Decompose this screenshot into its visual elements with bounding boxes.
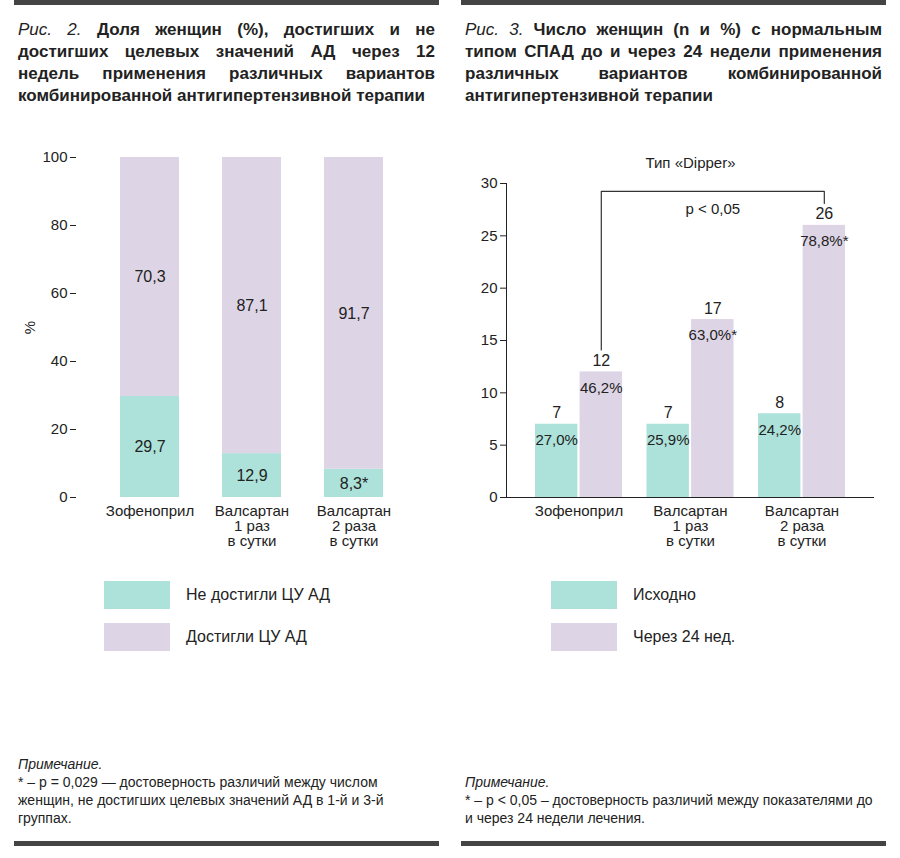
svg-text:27,0%: 27,0% bbox=[535, 431, 578, 448]
svg-text:78,8%*: 78,8%* bbox=[800, 232, 849, 249]
html-text:Число женщин (n и %) с нормаль: Число женщин (n и %) с нормальным типом … bbox=[465, 20, 882, 105]
svg-text:63,0%*: 63,0%* bbox=[689, 326, 738, 343]
svg-text:20: 20 bbox=[51, 420, 68, 437]
svg-text:30: 30 bbox=[481, 174, 498, 191]
svg-text:15: 15 bbox=[481, 331, 498, 348]
svg-text:Валсартан2 разав сутки: Валсартан2 разав сутки bbox=[317, 502, 391, 549]
svg-text:12: 12 bbox=[592, 352, 610, 369]
html-text:Примечание.: Примечание. bbox=[465, 774, 550, 790]
svg-text:91,7: 91,7 bbox=[338, 305, 369, 322]
html-text:* – p < 0,05 – достоверность р: * – p < 0,05 – достоверность различий ме… bbox=[465, 792, 873, 826]
html-text:Рис. 2.: Рис. 2. bbox=[18, 20, 82, 39]
svg-text:29,7: 29,7 bbox=[134, 438, 165, 455]
html-text:Доля женщин (%), достигших и н: Доля женщин (%), достигших и не достигши… bbox=[18, 20, 435, 105]
svg-text:20: 20 bbox=[481, 279, 498, 296]
html-text:Рис. 3.: Рис. 3. bbox=[465, 20, 524, 39]
svg-text:8,3*: 8,3* bbox=[340, 475, 368, 492]
html-text:* – p = 0,029 — достоверность: * – p = 0,029 — достоверность различий м… bbox=[18, 774, 384, 826]
svg-text:25,9%: 25,9% bbox=[647, 431, 690, 448]
svg-text:46,2%: 46,2% bbox=[580, 379, 623, 396]
svg-text:%: % bbox=[21, 321, 38, 334]
svg-text:87,1: 87,1 bbox=[236, 297, 267, 314]
svg-text:7: 7 bbox=[664, 404, 673, 421]
svg-text:Валсартан2 разав сутки: Валсартан2 разав сутки bbox=[765, 502, 839, 549]
svg-text:0: 0 bbox=[489, 488, 497, 505]
svg-text:25: 25 bbox=[481, 227, 498, 244]
html-text:Не достигли ЦУ АД: Не достигли ЦУ АД bbox=[186, 586, 331, 603]
svg-text:24,2%: 24,2% bbox=[758, 421, 801, 438]
svg-text:0: 0 bbox=[59, 488, 67, 505]
svg-text:17: 17 bbox=[704, 300, 722, 317]
html-text:Достигли ЦУ АД: Достигли ЦУ АД bbox=[186, 628, 307, 645]
svg-text:Зофеноприл: Зофеноприл bbox=[535, 502, 623, 519]
svg-text:Валсартан1 разв сутки: Валсартан1 разв сутки bbox=[215, 502, 289, 549]
svg-text:8: 8 bbox=[775, 394, 784, 411]
svg-text:Зофеноприл: Зофеноприл bbox=[106, 502, 194, 519]
svg-text:100: 100 bbox=[42, 148, 67, 165]
html-text:Исходно: Исходно bbox=[633, 586, 696, 603]
svg-text:60: 60 bbox=[51, 284, 68, 301]
svg-text:Валсартан1 разв сутки: Валсартан1 разв сутки bbox=[653, 502, 727, 549]
svg-text:5: 5 bbox=[489, 436, 497, 453]
svg-text:7: 7 bbox=[552, 404, 561, 421]
html-text:Через 24 нед.: Через 24 нед. bbox=[633, 628, 736, 645]
svg-text:80: 80 bbox=[51, 216, 68, 233]
svg-text:26: 26 bbox=[815, 205, 833, 222]
svg-text:40: 40 bbox=[51, 352, 68, 369]
svg-text:12,9: 12,9 bbox=[236, 467, 267, 484]
svg-text:Тип «Dipper»: Тип «Dipper» bbox=[645, 154, 735, 171]
svg-text:10: 10 bbox=[481, 384, 498, 401]
html-text:Примечание.: Примечание. bbox=[18, 756, 103, 772]
svg-text:p < 0,05: p < 0,05 bbox=[685, 200, 740, 217]
svg-text:70,3: 70,3 bbox=[134, 268, 165, 285]
